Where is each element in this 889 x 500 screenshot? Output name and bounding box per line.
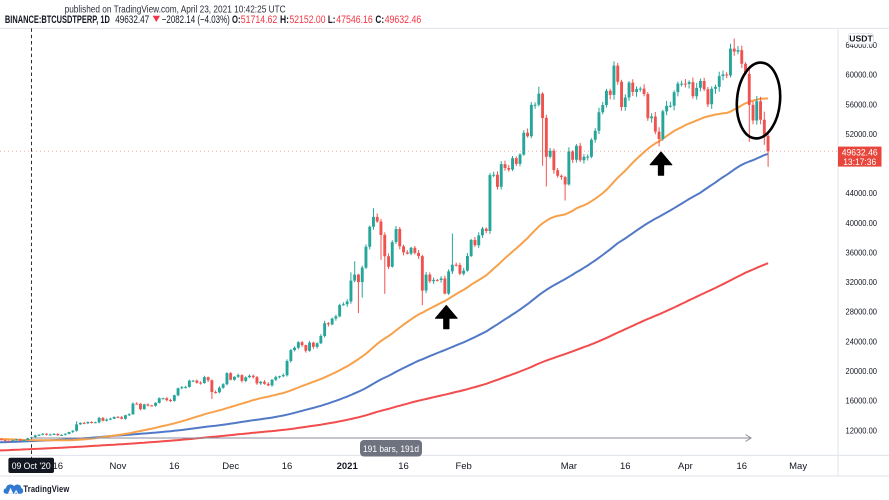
svg-text:USDT: USDT [849, 34, 873, 44]
svg-text:49632.46: 49632.46 [385, 14, 422, 26]
svg-text:Dec: Dec [222, 461, 239, 472]
svg-text:36000.00: 36000.00 [846, 247, 878, 257]
svg-text:May: May [789, 461, 807, 472]
svg-text:published on TradingView.com,: published on TradingView.com, April 23, … [65, 3, 286, 15]
svg-text:49632.46: 49632.46 [842, 147, 878, 157]
svg-text:Apr: Apr [678, 461, 693, 472]
svg-text:12000.00: 12000.00 [846, 425, 878, 435]
svg-text:16: 16 [169, 461, 180, 472]
svg-text:TradingView: TradingView [23, 484, 69, 495]
svg-text:16: 16 [736, 461, 747, 472]
svg-text:16: 16 [282, 461, 293, 472]
svg-text:16: 16 [53, 461, 64, 472]
svg-text:40000.00: 40000.00 [846, 218, 878, 228]
svg-text:44000.00: 44000.00 [846, 188, 878, 198]
svg-text:16: 16 [620, 461, 631, 472]
svg-text:32000.00: 32000.00 [846, 277, 878, 287]
svg-text:Nov: Nov [109, 461, 126, 472]
svg-text:Feb: Feb [455, 461, 471, 472]
svg-text:16: 16 [398, 461, 409, 472]
svg-text:52152.00: 52152.00 [290, 14, 326, 26]
svg-text:51714.62: 51714.62 [241, 14, 278, 26]
svg-text:52000.00: 52000.00 [846, 129, 878, 139]
svg-text:49632.47: 49632.47 [115, 14, 149, 26]
svg-text:28000.00: 28000.00 [846, 307, 878, 317]
svg-text:2021: 2021 [337, 461, 359, 472]
svg-text:24000.00: 24000.00 [846, 336, 878, 346]
svg-text:H:: H: [280, 14, 289, 26]
svg-text:56000.00: 56000.00 [846, 99, 878, 109]
svg-text:L:: L: [328, 14, 336, 26]
svg-text:09 Oct '20: 09 Oct '20 [12, 461, 51, 472]
svg-text:O:: O: [232, 14, 241, 26]
svg-text:20000.00: 20000.00 [846, 366, 878, 376]
svg-text:191 bars, 191d: 191 bars, 191d [363, 444, 419, 455]
svg-text:47546.16: 47546.16 [336, 14, 373, 26]
svg-text:16000.00: 16000.00 [846, 396, 878, 406]
svg-text:64000.00: 64000.00 [846, 40, 878, 50]
svg-text:−2082.14 (−4.03%): −2082.14 (−4.03%) [162, 14, 230, 26]
svg-text:BINANCE:BTCUSDTPERP, 1D: BINANCE:BTCUSDTPERP, 1D [5, 14, 110, 26]
svg-text:Mar: Mar [561, 461, 577, 472]
svg-text:C:: C: [375, 14, 384, 26]
svg-text:13:17:36: 13:17:36 [843, 157, 876, 167]
svg-text:60000.00: 60000.00 [846, 70, 878, 80]
